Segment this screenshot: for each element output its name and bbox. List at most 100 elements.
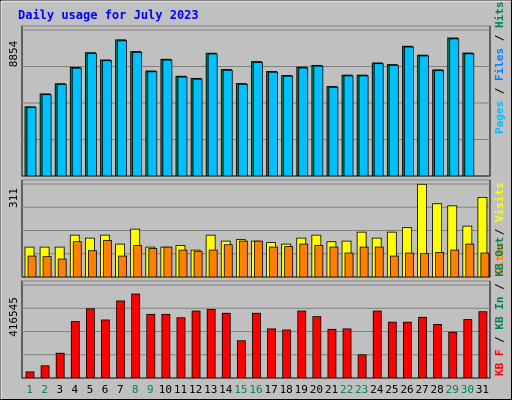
bar-kbytes-day-29	[448, 331, 458, 379]
bar-files-day-15	[237, 83, 248, 177]
legend-hits-pages: Pages	[493, 101, 506, 134]
x-label-day-12: 12	[189, 383, 202, 396]
x-label-day-31: 31	[476, 383, 489, 396]
y-tick-label-0: 8854	[7, 40, 20, 67]
x-labels: 1 2 3 4 5 6 7 8 9 10 11 12 13 14 15 16 17 18 19 20 21 22 23 24 2…	[26, 383, 489, 396]
x-label-day-15: 15	[234, 383, 247, 396]
bar-files-day-22	[343, 75, 354, 177]
bar-sites-day-9	[148, 248, 158, 278]
legend-hits-separator: /	[493, 81, 506, 101]
bar-sites-day-13	[208, 249, 218, 278]
bar-sites-day-26	[405, 252, 414, 278]
bar-files-day-8	[132, 51, 143, 177]
x-label-day-16: 16	[249, 383, 262, 396]
bar-files-day-4	[71, 67, 82, 177]
bar-sites-day-23	[359, 246, 369, 278]
x-label-day-11: 11	[174, 383, 187, 396]
x-label-day-8: 8	[132, 383, 139, 396]
bar-files-day-3	[56, 84, 67, 177]
bar-files-day-19	[298, 67, 309, 177]
bar-sites-day-21	[329, 246, 339, 278]
bar-sites-day-7	[118, 255, 127, 278]
x-label-day-7: 7	[117, 383, 124, 396]
bar-kbytes-day-14	[221, 312, 231, 379]
x-label-day-9: 9	[147, 383, 154, 396]
bar-kbytes-day-5	[85, 308, 95, 379]
x-label-day-10: 10	[159, 383, 172, 396]
bar-files-day-13	[207, 53, 218, 177]
bar-sites-day-22	[344, 252, 354, 278]
bar-kbytes-day-17	[267, 328, 276, 379]
bar-sites-day-30	[465, 243, 475, 278]
bar-kbytes-day-24	[372, 310, 382, 379]
bar-kbytes-day-25	[387, 321, 397, 379]
x-label-day-22: 22	[340, 383, 353, 396]
bar-sites-day-31	[480, 252, 490, 278]
bar-kbytes-day-7	[116, 300, 125, 379]
bar-sites-day-27	[420, 253, 429, 278]
bar-sites-day-24	[374, 246, 384, 278]
bar-sites-day-16	[254, 240, 263, 278]
x-label-day-27: 27	[415, 383, 428, 396]
bar-files-day-1	[26, 107, 37, 177]
legend-hits-files: Files	[493, 48, 506, 81]
x-label-day-29: 29	[446, 383, 459, 396]
bar-files-day-18	[283, 75, 294, 177]
bar-sites-day-19	[299, 243, 309, 278]
bar-kbytes-day-10	[161, 313, 171, 379]
bar-kbytes-day-11	[176, 317, 186, 379]
bar-files-day-16	[253, 61, 263, 177]
x-label-day-18: 18	[280, 383, 293, 396]
bar-kbytes-day-1	[25, 371, 35, 379]
bar-files-day-12	[192, 78, 203, 177]
bar-kbytes-day-8	[131, 293, 141, 379]
legend-visits-sites: Sites	[493, 242, 506, 275]
bar-sites-day-20	[314, 245, 324, 278]
legend-hits: Pages / Files / Hits	[493, 2, 506, 135]
x-label-day-2: 2	[41, 383, 48, 396]
bar-kbytes-day-21	[327, 328, 337, 379]
bar-kbytes-day-16	[252, 312, 261, 379]
bar-kbytes-day-26	[403, 321, 412, 379]
bar-kbytes-day-13	[206, 309, 216, 379]
x-label-day-20: 20	[310, 383, 323, 396]
bar-files-day-9	[147, 71, 158, 177]
x-label-day-28: 28	[431, 383, 444, 396]
bar-kbytes-day-31	[478, 311, 488, 379]
bar-sites-day-25	[389, 255, 399, 278]
bar-sites-day-8	[133, 245, 143, 278]
bar-files-day-14	[222, 69, 233, 177]
bar-files-day-27	[419, 55, 429, 177]
bar-sites-day-4	[72, 241, 82, 278]
bar-files-day-30	[464, 53, 475, 177]
bar-sites-day-1	[27, 255, 37, 278]
legend-kbytes-separator: /	[493, 330, 506, 350]
bar-files-day-24	[373, 63, 384, 177]
bar-kbytes-day-23	[357, 354, 367, 379]
bar-kbytes-day-15	[236, 340, 246, 379]
bar-sites-day-6	[103, 240, 112, 278]
bar-files-day-29	[449, 38, 460, 177]
x-label-day-23: 23	[355, 383, 368, 396]
legend-kbytes-kb-in: KB In	[493, 297, 506, 330]
chart-title: Daily usage for July 2023	[18, 8, 199, 22]
bar-kbytes-day-18	[282, 329, 292, 379]
x-label-day-3: 3	[56, 383, 63, 396]
x-label-day-19: 19	[295, 383, 308, 396]
bar-sites-day-28	[435, 252, 445, 278]
legend-kbytes: KB F / KB In / KB Out	[493, 237, 506, 376]
bar-files-day-25	[388, 64, 399, 177]
x-label-day-25: 25	[385, 383, 398, 396]
bar-files-day-17	[268, 71, 278, 177]
bar-sites-day-3	[57, 258, 67, 278]
bar-sites-day-18	[284, 246, 294, 278]
bar-sites-day-2	[42, 256, 52, 278]
x-label-day-1: 1	[26, 383, 33, 396]
bar-kbytes-day-4	[70, 321, 80, 379]
x-label-day-26: 26	[400, 383, 413, 396]
legend-kbytes-kb-f: KB F	[493, 350, 506, 377]
bar-kbytes-day-12	[191, 310, 201, 379]
bar-kbytes-day-27	[418, 316, 427, 379]
